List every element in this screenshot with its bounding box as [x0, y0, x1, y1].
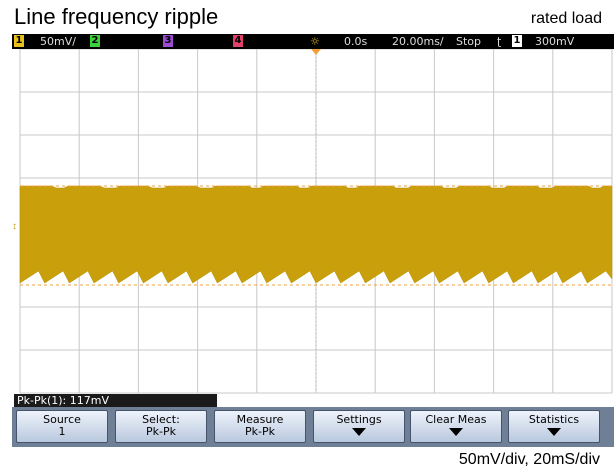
trigger-marker — [311, 49, 321, 55]
waveform — [19, 185, 613, 284]
ch1-scale: 50mV/ — [40, 35, 76, 48]
softkey[interactable]: Select: Pk-Pk — [115, 410, 207, 443]
softkey-bar: Source 1 Select: Pk-Pk Measure Pk-Pk Settings C… — [12, 407, 614, 447]
softkey[interactable]: Source 1 — [16, 410, 108, 443]
ch4-badge: 4 — [233, 35, 243, 47]
run-state: Stop — [456, 35, 482, 48]
ch3-badge: 3 — [163, 35, 173, 47]
timebase: 20.00ms/ — [392, 35, 444, 48]
softkey-label: Select: — [142, 413, 180, 426]
softkey[interactable]: Statistics — [508, 410, 600, 443]
ground-marker: ↕ — [12, 221, 17, 232]
softkey-label: Statistics — [528, 413, 580, 426]
trigger-icon: ʈ — [497, 35, 502, 48]
submenu-arrow — [352, 428, 366, 436]
title: Line frequency ripple — [14, 4, 219, 29]
submenu-arrow — [547, 428, 561, 436]
softkey[interactable]: Settings — [313, 410, 405, 443]
softkey-value: Pk-Pk — [245, 425, 275, 438]
status-bar: 1 50mV/ 2 3 4 ☼ 0.0s 20.00ms/ Stop ʈ 1 3… — [12, 34, 614, 49]
trigger-level: 300mV — [535, 35, 575, 48]
ch2-badge: 2 — [90, 35, 100, 47]
measurement: Pk-Pk(1): 117mV — [14, 394, 217, 407]
submenu-arrow — [449, 428, 463, 436]
softkey-label: Clear Meas — [425, 413, 487, 426]
sun-icon: ☼ — [310, 35, 320, 48]
softkey-value: Pk-Pk — [146, 425, 176, 438]
footer-note: 50mV/div, 20mS/div — [458, 451, 600, 468]
softkey-label: Measure — [236, 413, 284, 426]
softkey[interactable]: Measure Pk-Pk — [214, 410, 306, 443]
graticule: ↕ — [12, 49, 613, 394]
delay: 0.0s — [344, 35, 368, 48]
softkey-value: 1 — [58, 425, 66, 438]
softkey-label: Source — [43, 413, 81, 426]
trigger-source: 1 — [512, 35, 522, 47]
ch1-badge: 1 — [14, 35, 24, 47]
corner-note: rated load — [530, 10, 602, 27]
softkey[interactable]: Clear Meas — [410, 410, 502, 443]
softkey-label: Settings — [336, 413, 382, 426]
